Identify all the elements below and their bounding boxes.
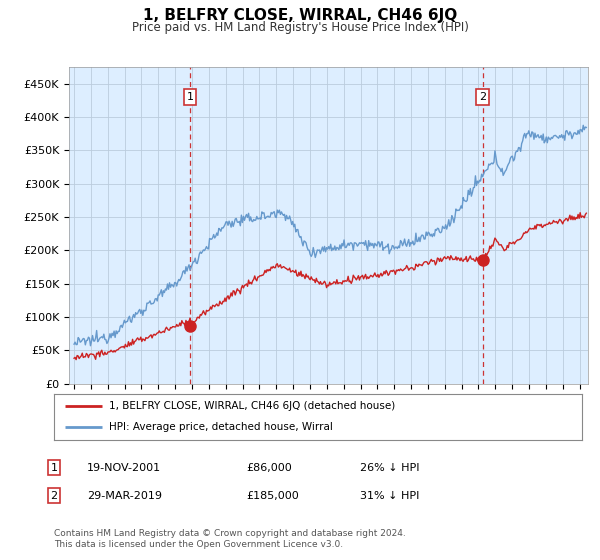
Text: 19-NOV-2001: 19-NOV-2001 bbox=[87, 463, 161, 473]
Text: 26% ↓ HPI: 26% ↓ HPI bbox=[360, 463, 419, 473]
Text: 1, BELFRY CLOSE, WIRRAL, CH46 6JQ (detached house): 1, BELFRY CLOSE, WIRRAL, CH46 6JQ (detac… bbox=[109, 401, 395, 411]
Text: Price paid vs. HM Land Registry's House Price Index (HPI): Price paid vs. HM Land Registry's House … bbox=[131, 21, 469, 34]
Text: £185,000: £185,000 bbox=[246, 491, 299, 501]
Text: 1: 1 bbox=[187, 92, 194, 102]
Text: Contains HM Land Registry data © Crown copyright and database right 2024.
This d: Contains HM Land Registry data © Crown c… bbox=[54, 529, 406, 549]
Text: 29-MAR-2019: 29-MAR-2019 bbox=[87, 491, 162, 501]
Text: 1: 1 bbox=[50, 463, 58, 473]
Text: 2: 2 bbox=[50, 491, 58, 501]
Text: HPI: Average price, detached house, Wirral: HPI: Average price, detached house, Wirr… bbox=[109, 422, 334, 432]
Text: 1, BELFRY CLOSE, WIRRAL, CH46 6JQ: 1, BELFRY CLOSE, WIRRAL, CH46 6JQ bbox=[143, 8, 457, 24]
Text: 2: 2 bbox=[479, 92, 486, 102]
Text: 31% ↓ HPI: 31% ↓ HPI bbox=[360, 491, 419, 501]
Text: £86,000: £86,000 bbox=[246, 463, 292, 473]
